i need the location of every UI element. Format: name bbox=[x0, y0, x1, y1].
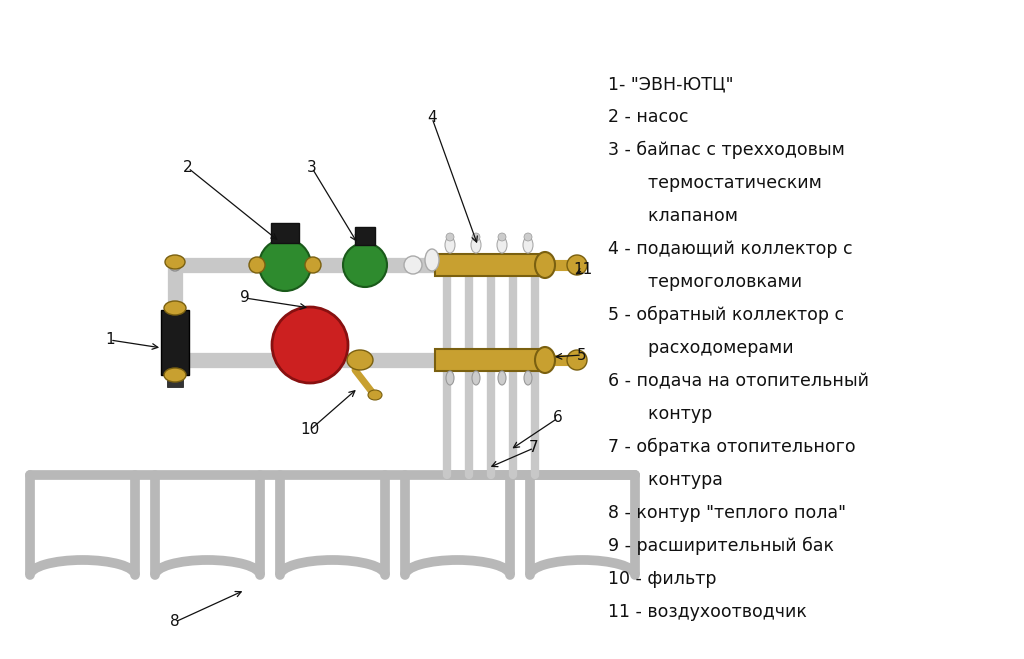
Text: 7: 7 bbox=[529, 440, 539, 455]
Text: 11: 11 bbox=[573, 262, 593, 277]
Text: 3: 3 bbox=[307, 161, 316, 175]
Text: 10 - фильтр: 10 - фильтр bbox=[608, 570, 717, 588]
Ellipse shape bbox=[524, 233, 532, 241]
Ellipse shape bbox=[368, 390, 382, 400]
Ellipse shape bbox=[472, 371, 480, 385]
Ellipse shape bbox=[249, 257, 265, 273]
Text: контура: контура bbox=[626, 471, 723, 489]
Text: расходомерами: расходомерами bbox=[626, 339, 794, 357]
Text: 3 - байпас с трехходовым: 3 - байпас с трехходовым bbox=[608, 141, 845, 159]
Ellipse shape bbox=[305, 257, 321, 273]
Text: термостатическим: термостатическим bbox=[626, 174, 822, 192]
Ellipse shape bbox=[446, 371, 454, 385]
Circle shape bbox=[272, 307, 348, 383]
Bar bbox=[161, 310, 189, 375]
Ellipse shape bbox=[472, 233, 480, 241]
Ellipse shape bbox=[404, 256, 422, 274]
Ellipse shape bbox=[535, 347, 555, 373]
Circle shape bbox=[343, 243, 387, 287]
Text: термоголовками: термоголовками bbox=[626, 273, 802, 291]
Text: 9 - расширительный бак: 9 - расширительный бак bbox=[608, 537, 834, 556]
Ellipse shape bbox=[498, 371, 506, 385]
Ellipse shape bbox=[524, 371, 532, 385]
Text: 7 - обратка отопительного: 7 - обратка отопительного bbox=[608, 438, 856, 456]
Text: 6: 6 bbox=[553, 411, 563, 426]
Ellipse shape bbox=[445, 237, 455, 253]
Ellipse shape bbox=[567, 350, 587, 370]
Ellipse shape bbox=[164, 301, 186, 315]
Ellipse shape bbox=[425, 249, 439, 271]
Bar bbox=[167, 375, 183, 387]
Ellipse shape bbox=[471, 237, 481, 253]
Text: 9: 9 bbox=[240, 291, 250, 306]
Text: 11 - воздухоотводчик: 11 - воздухоотводчик bbox=[608, 603, 807, 621]
Text: клапаном: клапаном bbox=[626, 207, 738, 225]
Text: 5 - обратный коллектор с: 5 - обратный коллектор с bbox=[608, 306, 844, 324]
Text: 8: 8 bbox=[170, 614, 180, 629]
Text: 10: 10 bbox=[300, 422, 319, 438]
Text: 1: 1 bbox=[105, 333, 115, 347]
Circle shape bbox=[169, 259, 181, 271]
Ellipse shape bbox=[165, 255, 185, 269]
Text: 2: 2 bbox=[183, 161, 193, 175]
Ellipse shape bbox=[498, 233, 506, 241]
Text: 2 - насос: 2 - насос bbox=[608, 108, 688, 126]
Text: 6 - подача на отопительный: 6 - подача на отопительный bbox=[608, 372, 869, 390]
Text: 4 - подающий коллектор с: 4 - подающий коллектор с bbox=[608, 240, 853, 258]
Ellipse shape bbox=[567, 255, 587, 275]
Ellipse shape bbox=[535, 252, 555, 278]
Ellipse shape bbox=[347, 350, 373, 370]
Bar bbox=[355, 227, 375, 245]
Text: 8 - контур "теплого пола": 8 - контур "теплого пола" bbox=[608, 504, 846, 522]
Ellipse shape bbox=[446, 233, 454, 241]
Text: контур: контур bbox=[626, 405, 713, 423]
Bar bbox=[435, 349, 545, 371]
Text: 5: 5 bbox=[578, 347, 587, 362]
Circle shape bbox=[259, 239, 311, 291]
Bar bbox=[271, 223, 299, 243]
Bar bbox=[435, 254, 545, 276]
Ellipse shape bbox=[497, 237, 507, 253]
Ellipse shape bbox=[523, 237, 534, 253]
Text: 1- "ЭВН-ЮТЦ": 1- "ЭВН-ЮТЦ" bbox=[608, 75, 733, 93]
Ellipse shape bbox=[164, 368, 186, 382]
Text: 4: 4 bbox=[427, 111, 437, 125]
